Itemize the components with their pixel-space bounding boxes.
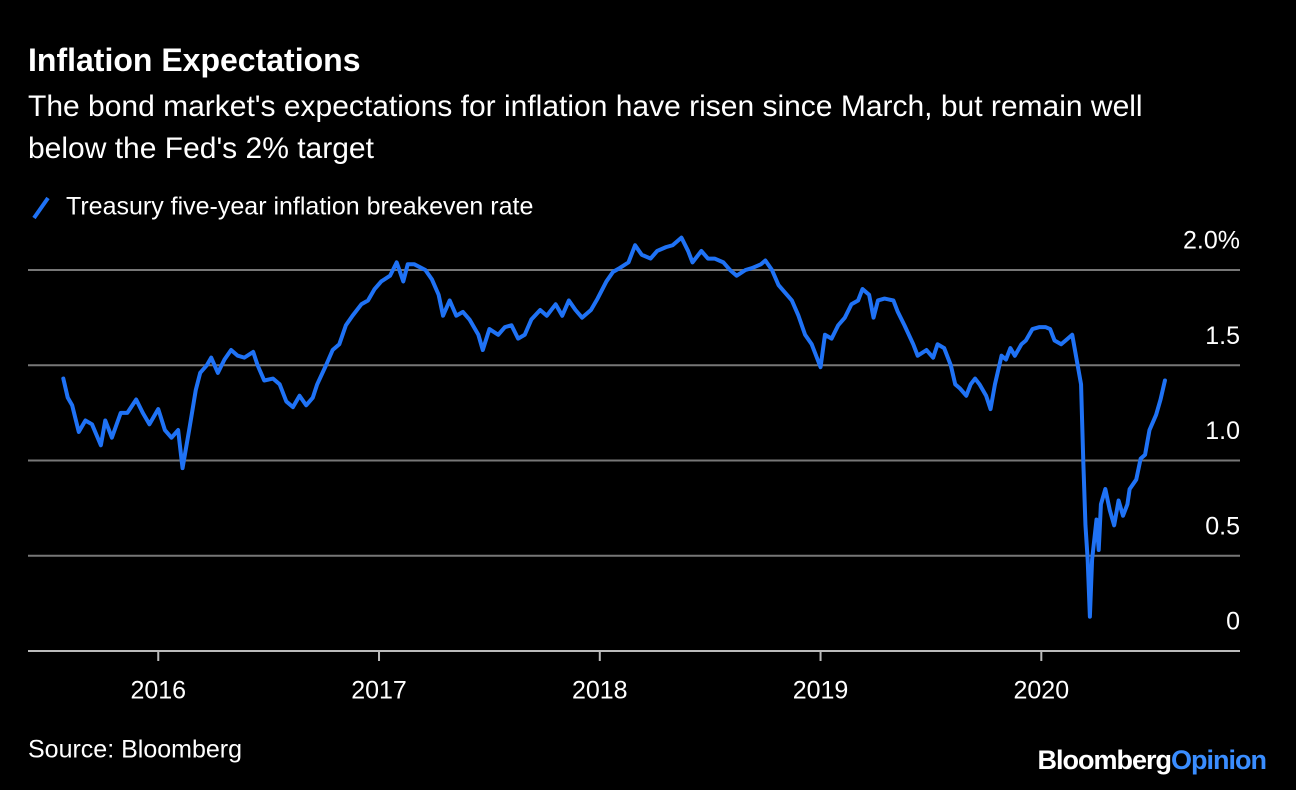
legend-label: Treasury five-year inflation breakeven r… — [66, 193, 533, 221]
y-tick-label: 1.0 — [1205, 417, 1240, 445]
y-tick-label: 2.0% — [1183, 227, 1240, 255]
brand-logo-part: Bloomberg — [1038, 745, 1172, 775]
y-tick-label: 0.5 — [1205, 512, 1240, 540]
source: Source: Bloomberg — [28, 736, 242, 764]
x-tick-label: 2020 — [1013, 677, 1069, 705]
brand-logo-part: Opinion — [1171, 745, 1266, 775]
data-line — [61, 235, 1167, 619]
y-tick-label: 1.5 — [1205, 322, 1240, 350]
chart-subtitle: The bond market's expectations for infla… — [28, 90, 1143, 165]
chart-title: Inflation Expectations — [28, 42, 361, 78]
x-tick-label: 2016 — [130, 677, 186, 705]
x-tick-label: 2018 — [572, 677, 628, 705]
x-tick-label: 2019 — [793, 677, 849, 705]
legend-swatch — [32, 196, 50, 220]
y-tick-label: 0 — [1226, 608, 1240, 636]
x-tick-label: 2017 — [351, 677, 407, 705]
brand-logo: BloombergOpinion — [1038, 745, 1267, 775]
